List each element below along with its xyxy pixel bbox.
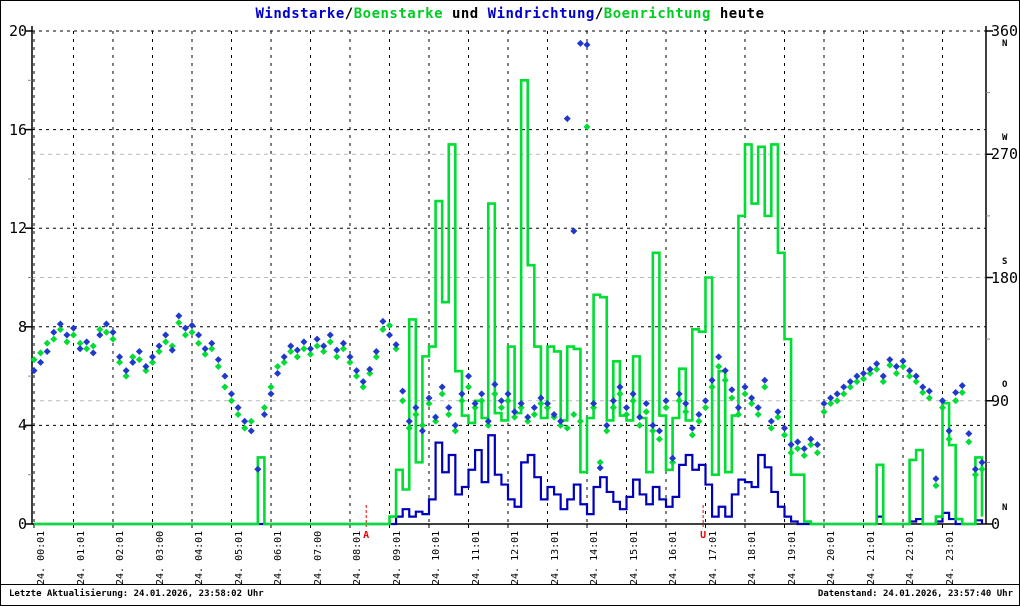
wind-direction-letter: O bbox=[1002, 379, 1008, 390]
y-axis-left-tick-label: 8 bbox=[17, 317, 27, 336]
wind-direction-letter: N bbox=[1002, 503, 1008, 513]
x-axis-tick-label: 24. 16:01 bbox=[668, 530, 679, 585]
x-axis-tick-label: 24. 03:00 bbox=[154, 530, 166, 585]
x-axis-tick-label: 24. 00:01 bbox=[36, 530, 47, 585]
x-axis-tick-label: 24. 19:01 bbox=[786, 530, 798, 585]
x-axis-tick-label: 24. 08:01 bbox=[352, 530, 363, 585]
title-segment: Boenstarke bbox=[353, 6, 444, 22]
status-bar: Letzte Aktualisierung: 24.01.2026, 23:58… bbox=[1, 584, 1019, 605]
x-axis-tick-label: 24. 09:01 bbox=[391, 530, 403, 585]
x-axis-tick-label: 24. 20:01 bbox=[826, 530, 837, 585]
x-axis-tick-label: 24. 06:01 bbox=[273, 530, 284, 585]
x-axis-tick-label: 24. 12:01 bbox=[510, 530, 521, 585]
wind-direction-letter: S bbox=[1002, 256, 1008, 267]
y-axis-right-tick-label: 180 bbox=[991, 268, 1019, 287]
x-axis-tick-label: 24. 11:01 bbox=[470, 530, 482, 585]
wind-direction-letter: N bbox=[1002, 39, 1008, 49]
x-axis-tick-label: 24. 17:01 bbox=[707, 530, 719, 585]
x-axis-tick-label: 24. 23:01 bbox=[944, 530, 956, 585]
x-axis-tick-label: 24. 05:01 bbox=[233, 530, 245, 585]
title-segment: und bbox=[443, 6, 488, 22]
title-segment: heute bbox=[710, 6, 765, 22]
svg-text:A: A bbox=[363, 530, 369, 541]
y-axis-right-tick-label: 360 bbox=[991, 22, 1019, 40]
y-axis-left-tick-label: 0 bbox=[17, 515, 27, 533]
y-axis-left-tick-label: 20 bbox=[8, 22, 27, 40]
title-segment: Windrichtung bbox=[487, 6, 595, 22]
x-axis-tick-label: 24. 01:01 bbox=[75, 530, 87, 585]
wind-direction-letter: W bbox=[1002, 133, 1008, 144]
x-axis-tick-label: 24. 15:01 bbox=[628, 530, 640, 585]
last-update-text: Letzte Aktualisierung: 24.01.2026, 23:58… bbox=[9, 589, 264, 599]
y-axis-right-tick-label: 90 bbox=[991, 391, 1010, 410]
y-axis-left-tick-label: 16 bbox=[8, 120, 27, 139]
x-axis-tick-label: 24. 04:01 bbox=[194, 530, 205, 585]
data-timestamp-text: Datenstand: 24.01.2026, 23:57:40 Uhr bbox=[817, 589, 1013, 599]
svg-text:U: U bbox=[700, 530, 706, 541]
y-axis-left-tick-label: 4 bbox=[17, 416, 27, 435]
title-segment: / bbox=[594, 6, 604, 22]
x-axis-tick-label: 24. 21:01 bbox=[865, 530, 877, 585]
x-axis-tick-label: 24. 02:01 bbox=[115, 530, 126, 585]
title-segment: / bbox=[344, 6, 354, 22]
y-axis-left-tick-label: 12 bbox=[8, 219, 27, 238]
y-axis-right-tick-label: 270 bbox=[991, 145, 1019, 164]
title-segment: Boenrichtung bbox=[603, 6, 711, 22]
y-axis-right-tick-label: 0 bbox=[991, 515, 1001, 533]
x-axis-tick-label: 24. 10:01 bbox=[431, 530, 442, 585]
title-segment: Windstarke bbox=[255, 6, 345, 22]
x-axis-tick-label: 24. 18:01 bbox=[747, 530, 758, 585]
x-axis-tick-label: 24. 13:01 bbox=[549, 530, 561, 585]
x-axis-tick-label: 24. 07:00 bbox=[312, 530, 324, 585]
x-axis-tick-label: 24. 22:01 bbox=[905, 530, 916, 585]
chart-title: Windstarke/Boenstarke und Windrichtung/B… bbox=[1, 6, 1019, 22]
x-axis-tick-label: 24. 14:01 bbox=[589, 530, 600, 585]
